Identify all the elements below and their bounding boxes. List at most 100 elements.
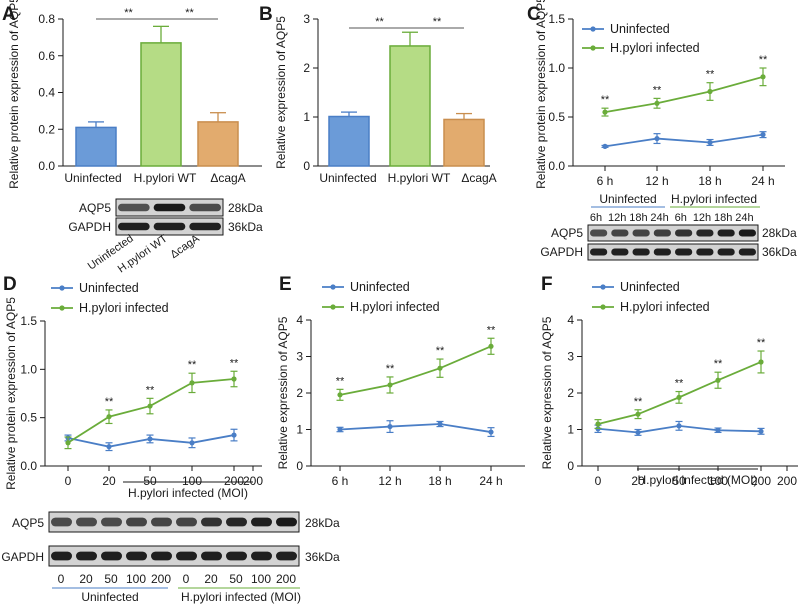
blot-lane-label: 6h bbox=[590, 212, 602, 224]
significance-marker: ** bbox=[375, 16, 384, 28]
blot-strip-aqp5 bbox=[48, 511, 300, 533]
legend-label: Uninfected bbox=[620, 280, 680, 294]
series-line-hpylori bbox=[339, 345, 492, 396]
legend-swatch-point bbox=[600, 304, 606, 310]
significance-marker: ** bbox=[146, 384, 155, 396]
x-tick-label: H.pylori WT bbox=[388, 171, 451, 185]
x-tick-label: 18 h bbox=[428, 474, 451, 488]
x-axis-label: H.pylori infected (MOI) bbox=[128, 486, 248, 500]
y-tick-label: 2 bbox=[303, 61, 310, 75]
x-tick-label: 12 h bbox=[378, 474, 401, 488]
panel-letter: B bbox=[259, 4, 273, 25]
panel-E: E 0 1 2 3 4 Relative expression of AQP5 6 h 12 h… bbox=[276, 274, 525, 488]
x-tick-label: 100 bbox=[708, 474, 728, 488]
legend-label: Uninfected bbox=[79, 281, 139, 295]
blot-row-label: AQP5 bbox=[79, 201, 111, 215]
blot-band bbox=[696, 248, 714, 256]
data-point bbox=[488, 343, 494, 349]
significance-marker: ** bbox=[105, 396, 114, 408]
y-tick-label: 0.0 bbox=[548, 159, 565, 173]
blot-band bbox=[151, 517, 172, 527]
data-point bbox=[758, 428, 764, 434]
blot-band bbox=[153, 203, 186, 212]
significance-marker: ** bbox=[386, 363, 395, 375]
series-line-uninfected bbox=[339, 423, 492, 433]
blot-lane-label: 50 bbox=[104, 572, 118, 586]
series-line-uninfected bbox=[604, 133, 764, 148]
blot-band bbox=[675, 229, 693, 237]
significance-marker: ** bbox=[653, 84, 662, 96]
y-tick-label: 0.8 bbox=[38, 12, 55, 26]
x-tick-label: 100 bbox=[182, 474, 202, 488]
x-tick-label: 50 bbox=[143, 474, 157, 488]
x-tick-label: 6 h bbox=[597, 174, 614, 188]
blot-lane-label: 20 bbox=[204, 572, 218, 586]
blot-size-label: 28kDa bbox=[228, 201, 263, 215]
bar-ΔcagA bbox=[197, 121, 239, 167]
blot-band bbox=[590, 229, 608, 237]
data-point bbox=[602, 143, 608, 149]
y-tick-label: 3 bbox=[303, 12, 310, 26]
significance-marker: ** bbox=[336, 375, 345, 387]
significance-marker: ** bbox=[714, 358, 723, 370]
legend-swatch-point bbox=[59, 285, 65, 291]
blot-band bbox=[632, 248, 650, 256]
blot-lane-label: 0 bbox=[58, 572, 65, 586]
significance-marker: ** bbox=[433, 16, 442, 28]
data-point bbox=[387, 423, 393, 430]
data-point bbox=[707, 139, 713, 146]
y-tick-label: 0.5 bbox=[548, 110, 565, 124]
data-point bbox=[488, 429, 494, 435]
x-tick-label: 50 bbox=[672, 474, 686, 488]
series-line-hpylori bbox=[604, 75, 764, 113]
blot-lane-label: 24h bbox=[650, 212, 668, 224]
y-axis-label: Relative expression of AQP5 bbox=[276, 316, 290, 469]
blot-band bbox=[276, 517, 297, 527]
blot-band bbox=[201, 517, 222, 527]
blot-size-label: 28kDa bbox=[762, 226, 797, 240]
x-tick-label: 24 h bbox=[751, 174, 774, 188]
x-axis-label: H.pylori infected (MOI) bbox=[637, 473, 757, 487]
blot-row-label: GAPDH bbox=[1, 550, 44, 564]
data-point bbox=[106, 414, 112, 420]
blot-band bbox=[738, 248, 756, 256]
y-tick-label: 4 bbox=[567, 313, 574, 327]
panel-letter: A bbox=[2, 4, 16, 25]
blot-band bbox=[717, 248, 735, 256]
blot-lane-label: 100 bbox=[126, 572, 146, 586]
legend-label: Uninfected bbox=[610, 22, 670, 36]
blot-row-label: AQP5 bbox=[551, 226, 583, 240]
blot-band bbox=[126, 517, 147, 527]
panel-A: A 0.0 0.2 0.4 0.6 0.8 Relative protein express… bbox=[2, 0, 262, 189]
y-tick-label: 0.0 bbox=[20, 459, 37, 473]
blot-band bbox=[118, 222, 150, 231]
blot-band bbox=[76, 551, 97, 561]
x-tick-label: 200 bbox=[243, 474, 263, 488]
legend-swatch-point bbox=[590, 45, 596, 51]
y-tick-label: 0.5 bbox=[20, 411, 37, 425]
blot-band bbox=[590, 248, 608, 256]
data-point bbox=[715, 377, 721, 383]
blot-band bbox=[176, 551, 197, 561]
blot-band bbox=[696, 229, 714, 237]
x-tick-label: 20 bbox=[102, 474, 116, 488]
significance-marker: ** bbox=[759, 54, 768, 66]
data-point bbox=[147, 403, 153, 409]
data-point bbox=[231, 376, 237, 382]
x-tick-label: H.pylori WT bbox=[134, 171, 197, 185]
blot-band bbox=[717, 229, 735, 237]
data-point bbox=[654, 100, 660, 106]
blot-band bbox=[101, 551, 122, 561]
y-tick-label: 2 bbox=[567, 386, 574, 400]
blot-lane-label: 18h bbox=[629, 212, 647, 224]
y-tick-label: 1.5 bbox=[20, 314, 37, 328]
x-tick-label: 24 h bbox=[479, 474, 502, 488]
blot-lane-label: ΔcagA bbox=[168, 232, 202, 261]
blot-lane-label: 20 bbox=[79, 572, 93, 586]
data-point bbox=[676, 423, 682, 429]
x-tick-label: Uninfected bbox=[64, 171, 121, 185]
blot-band bbox=[653, 229, 671, 237]
blot-lane-label: 200 bbox=[276, 572, 296, 586]
